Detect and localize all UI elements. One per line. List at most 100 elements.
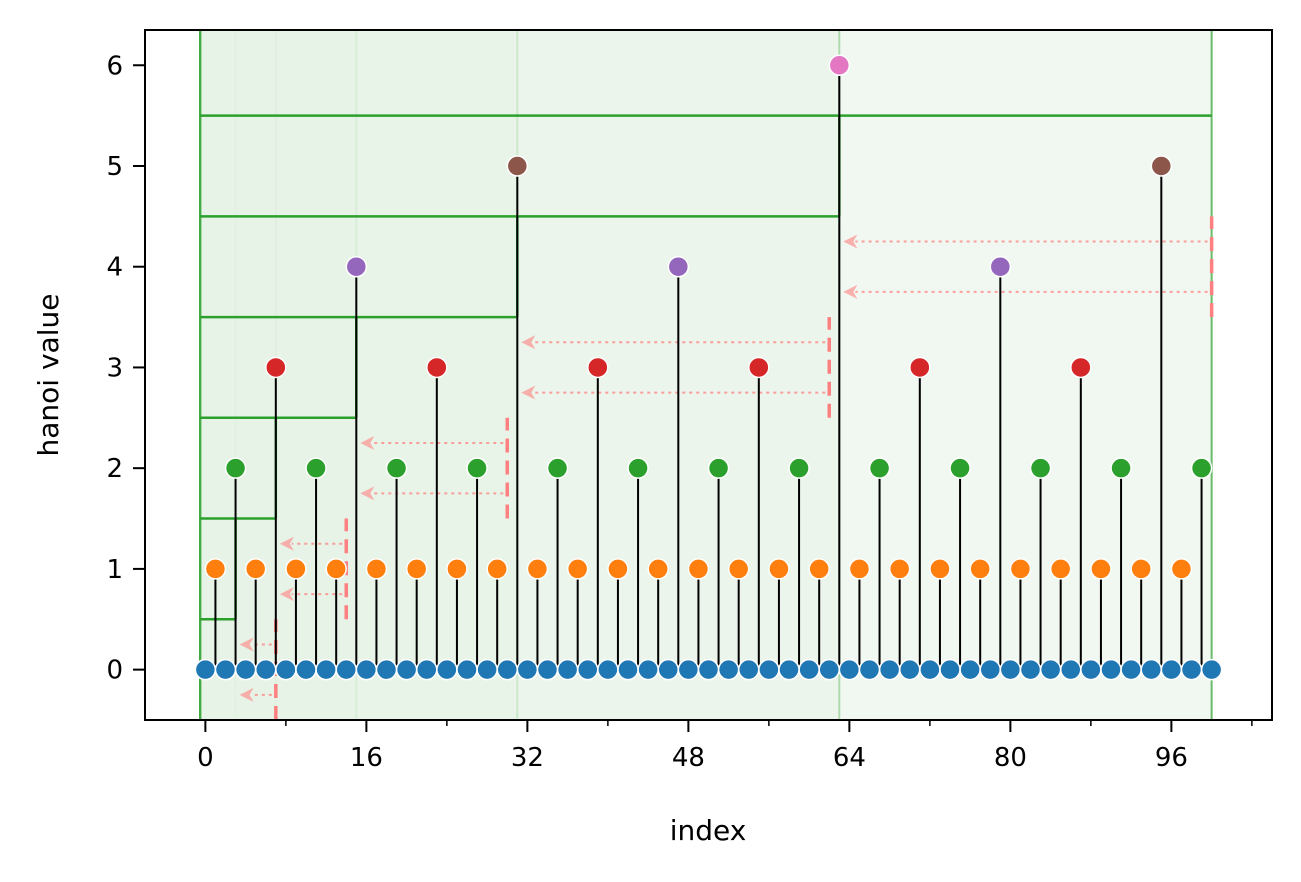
point-level-97 [1170, 558, 1193, 580]
point-base-36 [556, 658, 579, 681]
y-tick-label-6: 6 [106, 51, 123, 81]
point-base-18 [375, 658, 398, 681]
point-base-80 [999, 658, 1022, 681]
point-base-40 [597, 658, 619, 681]
point-level-73 [929, 558, 951, 580]
point-level-31 [506, 155, 529, 177]
point-level-25 [446, 558, 468, 580]
point-level-91 [1110, 457, 1132, 479]
point-level-23 [426, 356, 448, 379]
x-tick-label-16: 16 [350, 743, 383, 773]
point-base-12 [315, 658, 337, 681]
x-tick-label-48: 48 [672, 743, 705, 773]
point-base-54 [738, 658, 760, 681]
point-level-1 [204, 558, 227, 580]
point-level-9 [285, 558, 307, 580]
point-level-35 [546, 457, 569, 479]
point-level-33 [526, 558, 549, 580]
point-level-19 [385, 457, 408, 479]
x-tick-label-96: 96 [1155, 743, 1188, 773]
point-base-14 [335, 658, 357, 681]
arrow-head-0-0 [239, 687, 254, 702]
point-level-15 [345, 255, 368, 278]
point-level-87 [1070, 356, 1092, 379]
point-level-13 [325, 558, 347, 580]
point-base-96 [1160, 658, 1183, 681]
point-level-63 [828, 54, 851, 77]
point-level-79 [989, 255, 1012, 278]
block-rect-5 [199, 29, 1213, 721]
point-level-61 [808, 558, 830, 580]
point-level-57 [768, 558, 790, 580]
point-base-100 [1200, 658, 1223, 681]
arrow-head-3-1 [521, 335, 536, 350]
arrow-head-3-0 [521, 385, 536, 400]
x-tick-label-32: 32 [511, 743, 544, 773]
arrow-head-1-1 [279, 536, 294, 551]
y-tick-label-5: 5 [106, 152, 123, 182]
point-base-84 [1039, 658, 1062, 681]
point-base-38 [577, 658, 599, 681]
y-tick-label-3: 3 [106, 353, 123, 383]
point-base-98 [1180, 658, 1203, 681]
point-base-76 [959, 658, 981, 681]
point-base-74 [939, 658, 961, 681]
point-base-94 [1140, 658, 1162, 681]
points-layer [194, 54, 1223, 681]
point-base-72 [919, 658, 941, 681]
point-level-21 [405, 558, 428, 580]
point-base-86 [1060, 658, 1082, 681]
point-level-89 [1090, 558, 1112, 580]
y-axis-label: hanoi value [32, 294, 65, 457]
point-level-39 [587, 356, 609, 379]
point-base-50 [697, 658, 720, 681]
point-base-48 [677, 658, 700, 681]
point-level-27 [466, 457, 488, 479]
point-level-47 [667, 255, 690, 278]
point-base-4 [234, 658, 257, 681]
point-base-26 [456, 658, 478, 681]
point-level-85 [1049, 558, 1072, 580]
point-level-65 [848, 558, 871, 580]
point-base-58 [778, 658, 800, 681]
point-base-90 [1100, 658, 1122, 681]
y-tick-label-2: 2 [106, 454, 123, 484]
point-base-30 [496, 658, 518, 681]
point-base-22 [416, 658, 438, 681]
point-base-8 [275, 658, 297, 681]
y-tick-label-1: 1 [106, 555, 123, 585]
x-axis-ticks: 0 16 32 48 64 80 96 [197, 720, 1253, 773]
point-level-49 [687, 558, 710, 580]
point-base-10 [295, 658, 317, 681]
point-level-59 [788, 457, 810, 479]
point-level-3 [224, 457, 247, 479]
point-base-52 [717, 658, 740, 681]
point-level-51 [707, 457, 730, 479]
point-base-78 [979, 658, 1001, 681]
arrow-head-2-1 [360, 435, 375, 450]
point-base-68 [878, 658, 901, 681]
point-level-99 [1190, 457, 1213, 479]
point-base-0 [194, 658, 217, 681]
point-base-70 [899, 658, 921, 681]
x-axis-label: index [670, 814, 747, 847]
point-base-16 [355, 658, 378, 681]
point-level-53 [727, 558, 750, 580]
point-base-60 [798, 658, 820, 681]
arrow-head-0-1 [239, 637, 254, 652]
point-level-7 [265, 356, 287, 379]
arrow-head-1-0 [279, 587, 294, 602]
arrow-head-2-0 [360, 486, 375, 501]
point-base-34 [536, 658, 559, 681]
plot-frame [144, 29, 1273, 721]
point-level-5 [244, 558, 267, 580]
point-base-82 [1019, 658, 1042, 681]
x-tick-label-0: 0 [197, 743, 214, 773]
point-level-41 [607, 558, 629, 580]
arrow-head-4-1 [843, 234, 858, 249]
point-level-71 [909, 356, 931, 379]
point-level-69 [888, 558, 911, 580]
point-base-44 [637, 658, 659, 681]
point-level-55 [748, 356, 770, 379]
